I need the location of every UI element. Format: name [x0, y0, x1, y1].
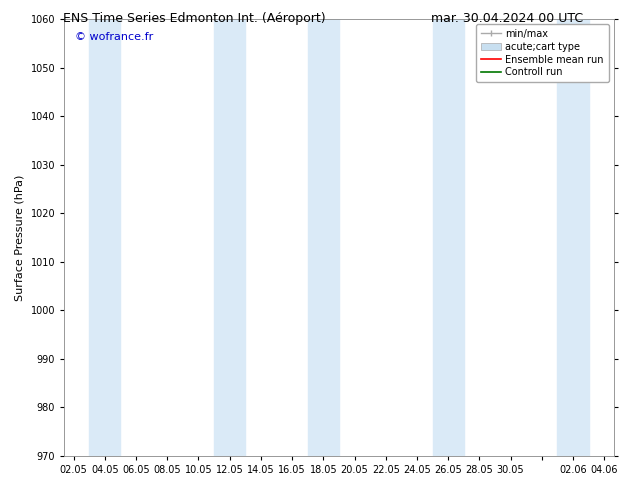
Text: © wofrance.fr: © wofrance.fr	[75, 32, 153, 42]
Text: mar. 30.04.2024 00 UTC: mar. 30.04.2024 00 UTC	[431, 12, 583, 25]
Y-axis label: Surface Pressure (hPa): Surface Pressure (hPa)	[15, 174, 25, 301]
Text: ENS Time Series Edmonton Int. (Aéroport): ENS Time Series Edmonton Int. (Aéroport)	[63, 12, 326, 25]
Legend: min/max, acute;cart type, Ensemble mean run, Controll run: min/max, acute;cart type, Ensemble mean …	[476, 24, 609, 82]
Bar	[432, 19, 464, 456]
Bar	[89, 19, 120, 456]
Bar	[307, 19, 339, 456]
Bar	[557, 19, 588, 456]
Bar	[214, 19, 245, 456]
